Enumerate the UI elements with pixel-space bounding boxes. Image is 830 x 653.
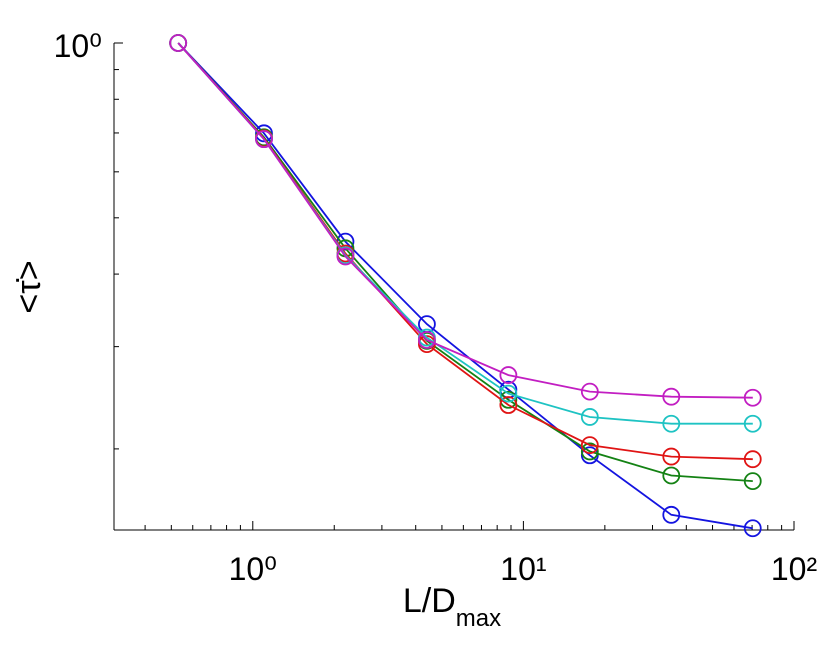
x-axis-label-sub: max xyxy=(456,605,501,632)
x-tick-label: 10² xyxy=(771,551,818,587)
data-point xyxy=(662,447,681,466)
data-point xyxy=(743,519,762,538)
x-tick-label: 10¹ xyxy=(500,551,546,587)
data-point xyxy=(580,436,599,455)
series-line xyxy=(177,42,753,399)
data-point xyxy=(662,505,681,524)
data-point xyxy=(662,414,681,433)
data-point xyxy=(743,450,762,469)
data-point xyxy=(255,130,273,149)
data-point xyxy=(662,466,681,485)
data-point xyxy=(743,388,762,407)
data-point xyxy=(743,414,762,433)
data-point xyxy=(662,387,681,406)
y-tick-label: 10⁰ xyxy=(54,28,102,64)
data-point xyxy=(499,366,518,384)
data-point xyxy=(255,124,273,143)
data-point xyxy=(418,331,436,349)
data-point xyxy=(580,382,599,401)
data-point xyxy=(499,396,518,414)
series-line xyxy=(177,42,753,482)
y-axis-label: <τ̇> xyxy=(10,260,48,313)
series-line xyxy=(177,42,753,425)
data-point xyxy=(580,442,599,461)
data-point xyxy=(169,34,188,52)
x-axis-label: L/Dmax xyxy=(403,582,501,632)
x-tick-label: 10⁰ xyxy=(229,551,277,587)
x-axis-label-main: L/D xyxy=(403,582,456,620)
data-point xyxy=(499,384,518,403)
data-point xyxy=(580,408,599,426)
data-point xyxy=(336,247,355,266)
data-point xyxy=(743,472,762,491)
